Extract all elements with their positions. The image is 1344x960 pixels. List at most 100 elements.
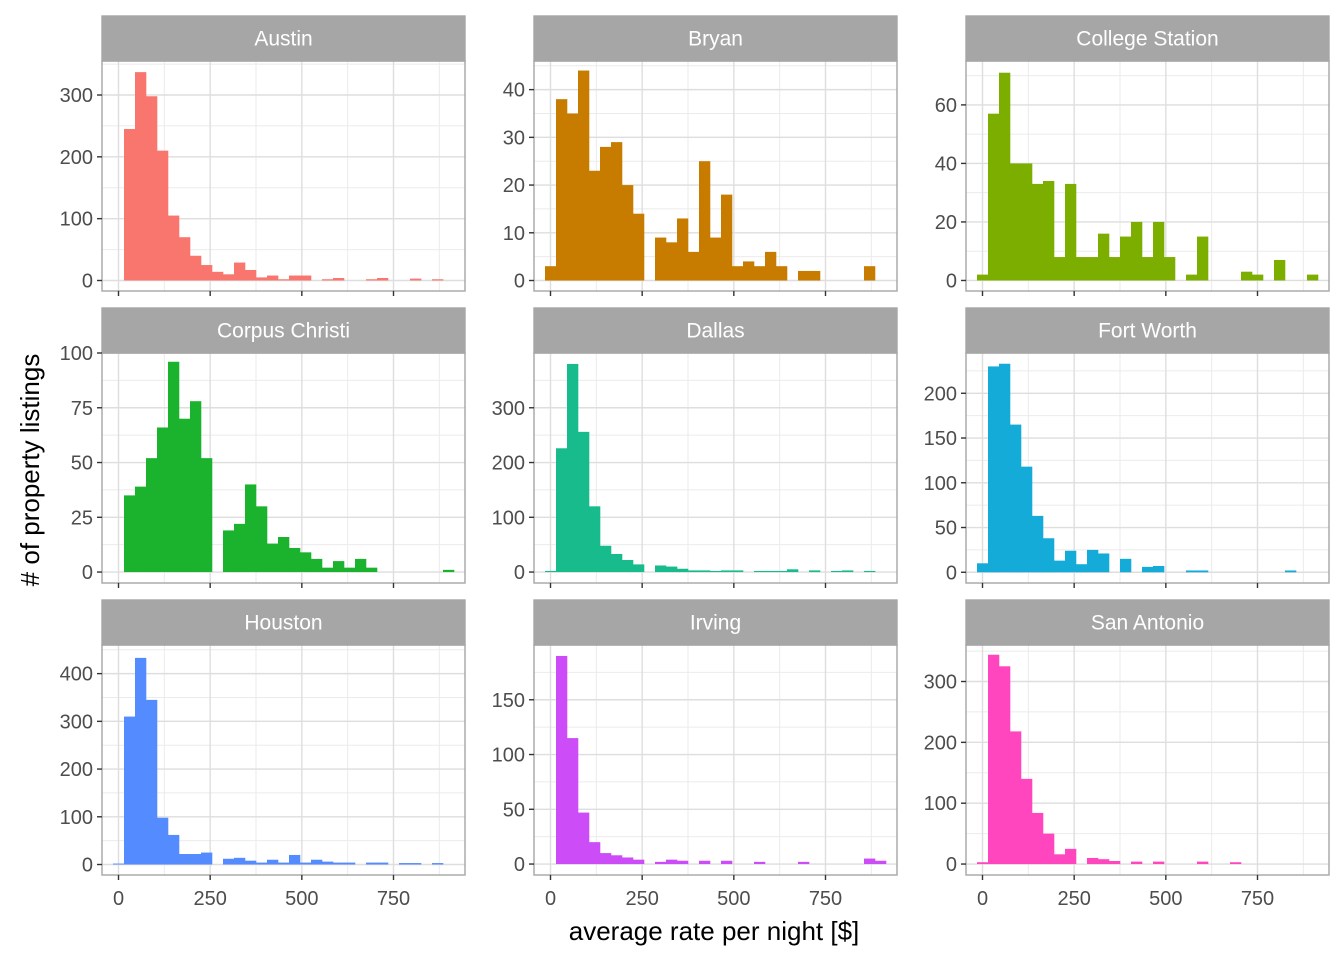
histogram-bar [677,860,689,865]
y-tick-label: 300 [60,711,93,733]
y-tick-label: 150 [924,428,957,450]
histogram-bar [977,862,989,865]
histogram-bar [732,266,744,281]
facet-strip-label: Fort Worth [1098,320,1197,343]
y-tick-label: 10 [503,223,525,245]
y-tick-label: 0 [514,562,525,584]
histogram-bar [355,558,367,573]
histogram-bar [1153,565,1165,573]
histogram-bar [699,860,711,865]
histogram-bar [1065,848,1077,865]
histogram-bar [366,279,378,281]
histogram-bar [190,401,202,573]
y-tick-label: 40 [503,80,525,102]
histogram-bar [787,569,799,573]
y-tick-label: 100 [924,473,957,495]
histogram-bar [1131,861,1143,865]
y-tick-label: 100 [492,507,525,529]
facet-strip-label: San Antonio [1091,612,1204,635]
facet-strip [101,307,466,354]
histogram-bar [289,854,301,865]
histogram-bar [245,269,257,281]
histogram-bar [432,863,444,865]
histogram-bar [655,861,667,865]
histogram-bar [600,146,612,281]
histogram-bar [1032,812,1044,865]
histogram-bar [732,570,744,573]
histogram-bar [410,278,422,281]
histogram-bar [1087,257,1099,281]
histogram-bar [611,855,623,865]
histogram-bar [333,862,345,865]
histogram-bar [300,275,312,281]
panel-corpus-christi: Corpus Christi 0 25 50 75 100 [60,307,466,588]
histogram-bar [1010,163,1022,281]
histogram-bar [633,564,645,573]
x-tick-label: 250 [193,888,226,910]
x-tick-label: 750 [809,888,842,910]
y-tick-label: 75 [71,398,93,420]
histogram-bar [567,363,579,573]
y-tick-label: 0 [946,270,957,292]
histogram-bar [179,418,191,573]
histogram-bar [322,567,334,573]
histogram-bar [300,552,312,573]
histogram-bar [977,274,989,281]
histogram-bar [311,859,323,865]
histogram-bar [256,862,268,865]
histogram-bar [234,262,246,281]
y-tick-label: 0 [82,562,93,584]
x-tick-label: 500 [1149,888,1182,910]
histogram-bar [168,361,180,573]
facet-strip [533,307,898,354]
histogram-bar [300,862,312,865]
histogram-bar [377,278,389,281]
histogram-bar [113,863,125,865]
y-tick-label: 200 [60,759,93,781]
histogram-bar [721,194,733,281]
histogram-bar [245,484,257,573]
histogram-bar [410,863,422,865]
histogram-bar [578,70,590,281]
histogram-bar [611,553,623,573]
histogram-bar [223,530,235,573]
histogram-bar [1087,549,1099,573]
histogram-bar [146,96,158,281]
histogram-bar [1010,731,1022,865]
y-tick-label: 150 [492,690,525,712]
histogram-bar [124,129,136,281]
histogram-bar [988,366,1000,573]
y-tick-label: 200 [924,383,957,405]
histogram-bar [1186,274,1198,281]
histogram-bar [666,859,678,865]
facet-strip-label: Bryan [688,28,743,51]
histogram-bar [179,237,191,281]
panel-fort-worth: Fort Worth 0 50 100 150 200 [924,307,1330,588]
histogram-bar [842,570,854,573]
histogram-bar [1197,861,1209,865]
histogram-bar [999,666,1011,865]
panel-houston: Houston 0 100 200 300 400 0 250 500 750 [60,599,466,910]
histogram-bar [135,486,147,573]
histogram-bar [600,545,612,573]
histogram-bar [754,861,766,865]
histogram-bar [589,506,601,573]
y-tick-label: 30 [503,127,525,149]
histogram-bar [1164,257,1176,281]
histogram-bar [234,857,246,865]
histogram-bar [798,861,810,865]
y-tick-label: 0 [82,270,93,292]
histogram-bar [190,255,202,281]
histogram-bar [1065,550,1077,573]
histogram-bar [1076,257,1088,281]
histogram-bar [267,543,279,573]
y-tick-label: 0 [82,855,93,877]
histogram-bar [1230,862,1242,865]
facet-strip-label: Corpus Christi [217,320,350,343]
histogram-bar [567,113,579,281]
facet-strip [101,599,466,646]
histogram-bar [278,279,290,281]
histogram-bar [776,266,788,281]
facet-strip-label: Austin [254,28,312,51]
histogram-bar [168,834,180,865]
